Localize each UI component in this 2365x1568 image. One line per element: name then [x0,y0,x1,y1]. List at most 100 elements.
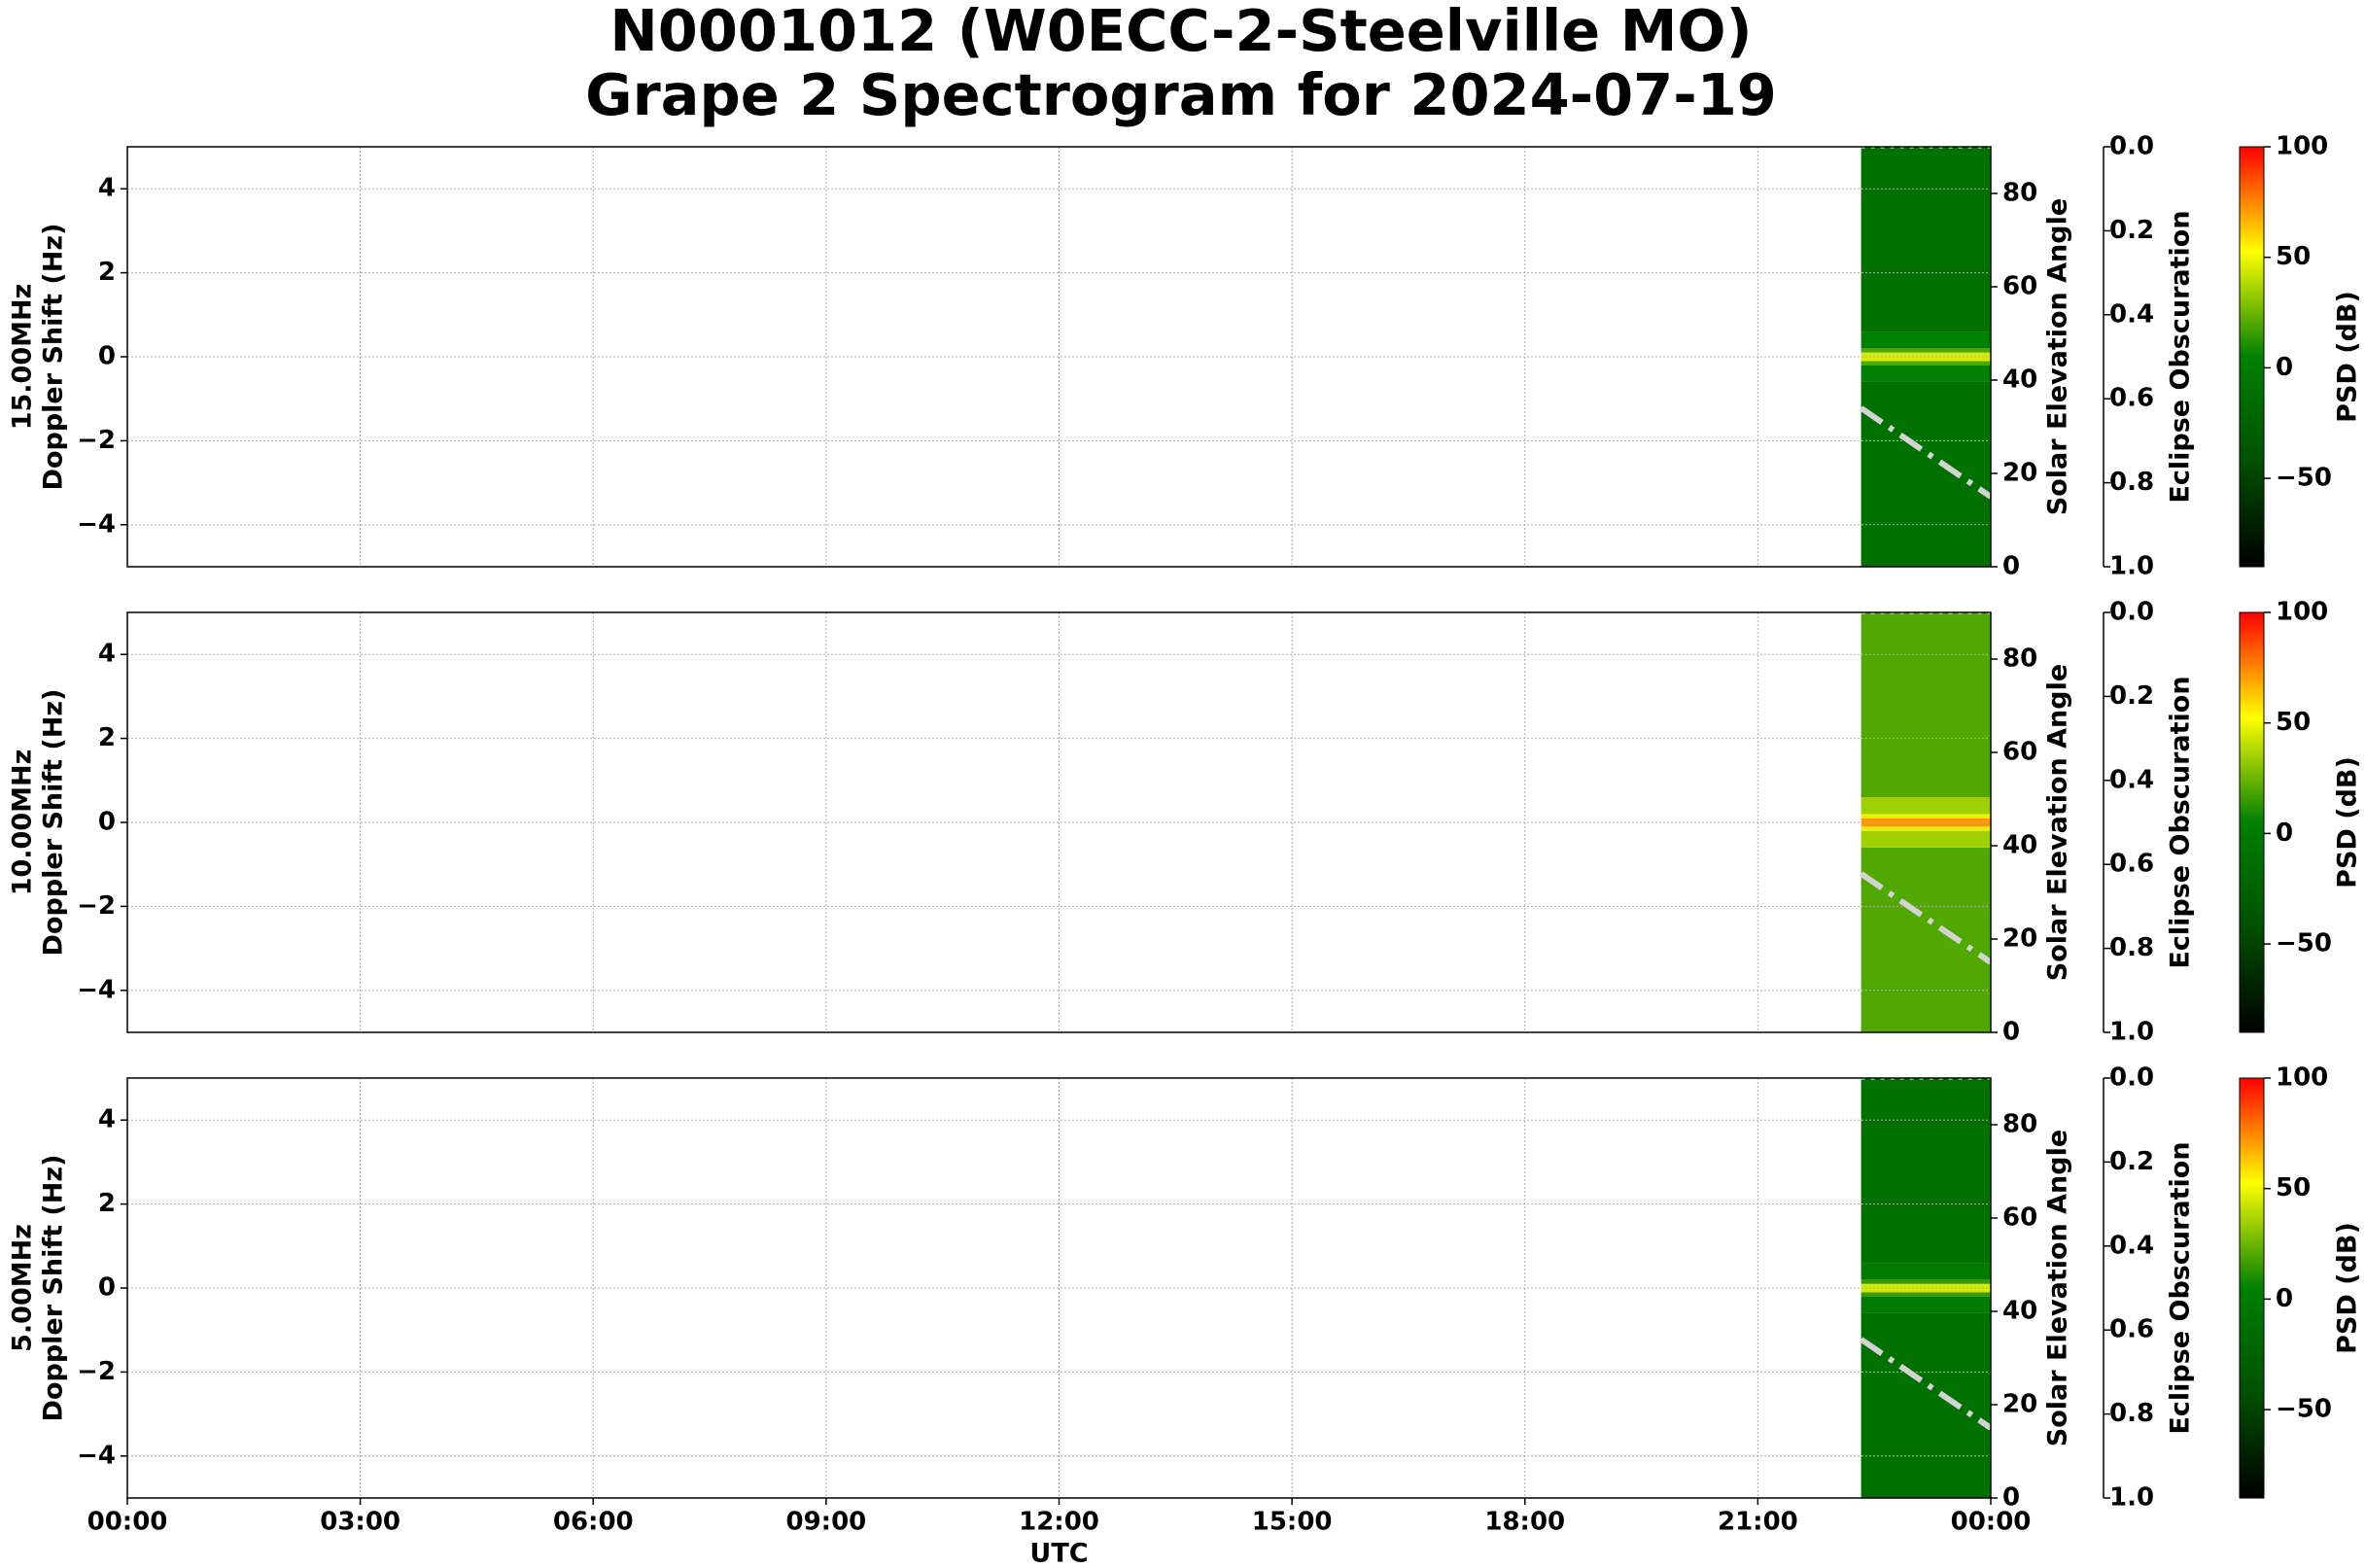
colorbar-tick-label: 50 [2276,242,2311,271]
colorbar [2239,611,2265,1033]
y3-tick-label: 1.0 [2109,552,2154,581]
colorbar-tick-label: 0 [2276,819,2293,848]
colorbar-tick-label: 50 [2276,1173,2311,1202]
y-tick-label: −2 [77,1357,116,1386]
y2-tick-label: 0 [2002,1483,2020,1513]
psd-cell [1861,612,1991,798]
psd-cell [1861,1283,1991,1293]
series-line [1859,405,1993,500]
y2-tick-label: 20 [2002,459,2037,488]
y2-axis-label: Solar Elevation Angle [2043,198,2073,515]
y3-tick-label: 1.0 [2109,1483,2154,1513]
y-tick-label: 0 [98,342,116,371]
x-axis-label: UTC [1029,1539,1088,1568]
y-axis-label: 10.00MHz [8,749,38,896]
y2-tick-label: 40 [2002,366,2037,395]
colorbar-tick-label: 100 [2276,598,2328,627]
psd-cell [1861,381,1991,567]
y-axis-label: 15.00MHz [8,284,38,431]
psd-cell [1861,826,1991,831]
psd-cell [1861,1292,1991,1297]
y2-tick-label: 60 [2002,1203,2037,1233]
y-tick-label: 0 [98,1273,116,1303]
y-axis-label: Doppler Shift (Hz) [39,224,69,491]
y3-tick-label: 0.2 [2109,681,2154,711]
y-axis-label: Doppler Shift (Hz) [39,689,69,957]
y3-tick-label: 0.0 [2109,1063,2154,1093]
y2-tick-label: 80 [2002,645,2037,674]
title-line: Grape 2 Spectrogram for 2024-07-19 [585,61,1777,128]
y-tick-label: −2 [77,426,116,455]
psd-cell [1861,1279,1991,1284]
colorbar-tick-label: −50 [2276,929,2332,958]
psd-cell [1861,352,1991,362]
y-tick-label: 0 [98,808,116,837]
psd-cell [1861,331,1991,349]
y-tick-label: 4 [98,1105,116,1134]
y-tick-label: 2 [98,723,116,752]
colorbar-tick-label: −50 [2276,464,2332,493]
series-line [1859,871,1993,965]
series-line [1859,1337,1993,1431]
colorbar-tick-label: 50 [2276,708,2311,737]
y-tick-label: −4 [77,1441,116,1470]
y2-tick-label: 0 [2002,552,2020,581]
y-tick-label: 2 [98,258,116,287]
psd-cell [1861,830,1991,848]
y3-tick-label: 0.6 [2109,384,2154,413]
colorbar [2239,146,2265,568]
colorbar-tick-label: 0 [2276,353,2293,382]
x-tick-label: 09:00 [785,1508,866,1537]
y3-tick-label: 0.4 [2109,1231,2154,1260]
y3-tick-label: 0.6 [2109,850,2154,879]
y3-tick-label: 0.4 [2109,299,2154,329]
y2-tick-label: 20 [2002,924,2037,954]
y2-tick-label: 80 [2002,179,2037,208]
y-axis-label: Doppler Shift (Hz) [39,1155,69,1422]
x-tick-label: 00:00 [87,1508,168,1537]
psd-cell [1861,797,1991,815]
y3-axis-label: Eclipse Obscuration [2166,676,2196,968]
y3-tick-label: 0.8 [2109,468,2154,497]
y3-tick-label: 0.2 [2109,1147,2154,1176]
y2-axis-label: Solar Elevation Angle [2043,664,2073,981]
y2-tick-label: 0 [2002,1018,2020,1047]
y3-tick-label: 0.2 [2109,216,2154,245]
colorbar-tick-label: −50 [2276,1395,2332,1424]
y3-tick-label: 0.4 [2109,765,2154,794]
y2-tick-label: 20 [2002,1390,2037,1419]
y-tick-label: −2 [77,891,116,921]
y-tick-label: 4 [98,640,116,669]
y2-tick-label: 40 [2002,1297,2037,1326]
colorbar-tick-label: 100 [2276,132,2328,161]
y3-tick-label: 0.8 [2109,1399,2154,1428]
psd-cell [1861,1312,1991,1498]
psd-cell [1861,348,1991,353]
y-tick-label: −4 [77,975,116,1004]
y2-tick-label: 60 [2002,738,2037,767]
colorbar [2239,1077,2265,1499]
y-axis-label: 5.00MHz [8,1224,38,1352]
y2-tick-label: 40 [2002,831,2037,860]
y3-axis-label: Eclipse Obscuration [2166,210,2196,503]
colorbar-tick-label: 100 [2276,1063,2328,1093]
x-tick-label: 15:00 [1252,1508,1333,1537]
colorbar-label: PSD (dB) [2333,756,2363,889]
psd-cell [1861,365,1991,382]
x-tick-label: 21:00 [1718,1508,1798,1537]
y3-tick-label: 0.0 [2109,598,2154,627]
y3-tick-label: 0.8 [2109,933,2154,962]
x-tick-label: 03:00 [320,1508,400,1537]
psd-cell [1861,147,1991,332]
y2-tick-label: 80 [2002,1110,2037,1139]
colorbar-tick-label: 0 [2276,1284,2293,1313]
y-tick-label: 2 [98,1189,116,1218]
colorbar-label: PSD (dB) [2333,1222,2363,1354]
x-tick-label: 18:00 [1484,1508,1565,1537]
psd-cell [1861,361,1991,366]
psd-cell [1861,1296,1991,1313]
psd-cell [1861,818,1991,827]
y3-tick-label: 1.0 [2109,1018,2154,1047]
x-tick-label: 12:00 [1019,1508,1099,1537]
